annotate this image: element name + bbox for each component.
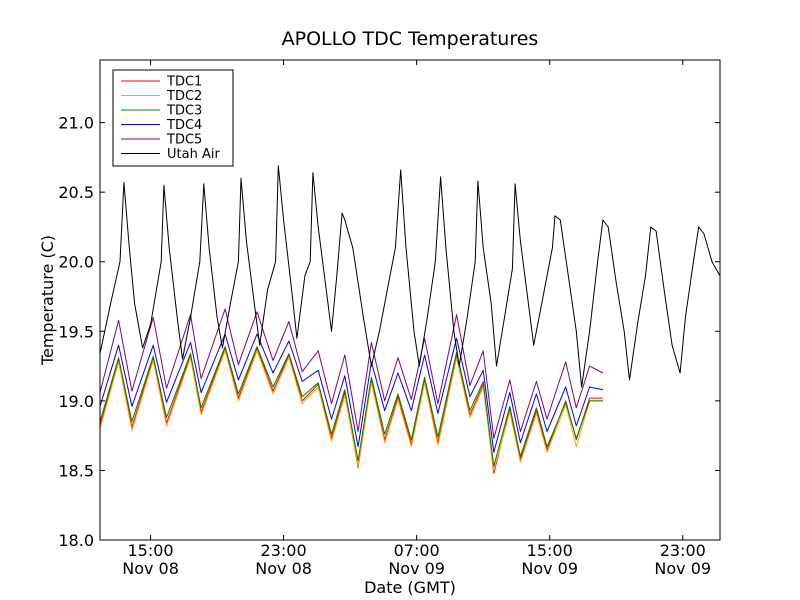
x-tick-label-time: 23:00 [261, 541, 307, 560]
x-tick-label-date: Nov 09 [521, 559, 578, 578]
legend-label-tdc4: TDC4 [166, 118, 202, 133]
axis-ticks [100, 60, 720, 541]
y-tick-label: 18.0 [58, 531, 94, 550]
series-line-utah-air [99, 165, 721, 388]
y-tick-label: 18.5 [58, 461, 94, 480]
x-tick-label-time: 15:00 [527, 541, 573, 560]
y-tick-label: 20.5 [58, 183, 94, 202]
chart-title: APOLLO TDC Temperatures [282, 28, 539, 50]
series-line-tdc2 [99, 350, 603, 471]
x-tick-label-time: 15:00 [128, 541, 174, 560]
x-axis-label: Date (GMT) [364, 578, 456, 597]
y-tick-label: 19.0 [58, 392, 94, 411]
x-tick-label-date: Nov 08 [122, 559, 179, 578]
legend-label-tdc5: TDC5 [166, 133, 202, 148]
y-axis-label: Temperature (C) [38, 235, 57, 366]
y-tick-label: 20.0 [58, 253, 94, 272]
x-tick-label-date: Nov 09 [388, 559, 445, 578]
series-line-tdc3 [99, 346, 603, 467]
series-line-tdc5 [99, 308, 604, 439]
legend-label-tdc1: TDC1 [166, 75, 202, 90]
x-tick-label-date: Nov 09 [654, 559, 711, 578]
plot-frame [99, 59, 721, 541]
legend-label-tdc2: TDC2 [166, 89, 202, 104]
y-tick-label: 21.0 [58, 114, 94, 133]
legend-box [112, 69, 234, 167]
series-line-tdc4 [99, 333, 603, 453]
x-tick-label-time: 23:00 [660, 541, 706, 560]
x-tick-label-time: 07:00 [394, 541, 440, 560]
plot-lines [99, 165, 721, 474]
legend-label-utah-air: Utah Air [167, 147, 220, 162]
legend-label-tdc3: TDC3 [166, 104, 202, 119]
y-tick-label: 19.5 [58, 322, 94, 341]
x-tick-label-date: Nov 08 [255, 559, 312, 578]
